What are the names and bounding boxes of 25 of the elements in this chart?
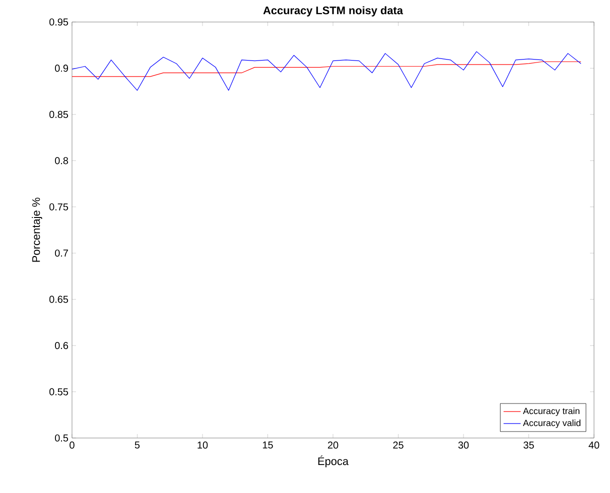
y-tick-label: 0.95 [49, 18, 68, 26]
legend-label: Accuracy valid [522, 420, 580, 428]
y-tick-label: 0.9 [54, 64, 68, 72]
y-tick-label: 0.65 [49, 296, 68, 303]
y-tick-label: 0.85 [49, 110, 68, 118]
legend-label: Accuracy train [522, 408, 580, 416]
x-axis-title: Época [318, 455, 349, 468]
x-tick-label: 10 [198, 442, 208, 449]
x-tick-label: 25 [393, 442, 404, 449]
y-tick-label: 0.5 [54, 434, 68, 442]
x-tick-label: 30 [458, 442, 469, 449]
y-tick-label: 0.75 [49, 203, 68, 210]
x-tick-label: 15 [262, 442, 273, 449]
x-tick-label: 5 [134, 442, 140, 449]
y-tick-label: 0.8 [54, 157, 68, 164]
y-tick-label: 0.7 [54, 250, 68, 257]
y-tick-label: 0.6 [54, 342, 68, 350]
chart-title: Accuracy LSTM noisy data [263, 6, 404, 16]
y-tick-label: 0.55 [49, 388, 68, 396]
x-tick-label: 20 [328, 442, 338, 449]
y-axis-title: Porcentaje % [32, 198, 42, 262]
x-tick-label: 0 [70, 442, 74, 449]
x-tick-label: 35 [524, 442, 534, 449]
x-tick-label: 40 [588, 442, 600, 449]
line-series [72, 51, 582, 91]
